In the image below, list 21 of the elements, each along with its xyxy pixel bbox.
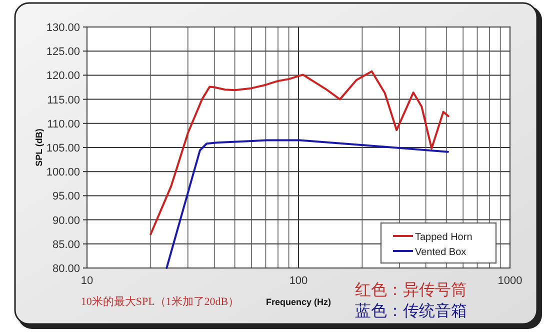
y-tick-label: 110.00: [47, 118, 80, 130]
text: 10米的最大SPL（1米加了20dB）: [80, 295, 240, 308]
y-tick-label: 105.00: [46, 142, 80, 154]
y-tick-label: 115.00: [47, 94, 80, 106]
y-tick-label: 120.00: [46, 70, 80, 82]
y-tick-label: 80.00: [52, 263, 80, 275]
x-axis-title: Frequency (Hz): [266, 297, 332, 307]
y-tick-label: 90.00: [52, 214, 80, 227]
y-tick-label: 125.00: [46, 46, 80, 58]
text: 红色：异传号筒: [355, 282, 467, 299]
legend-label: Tapped Horn: [415, 232, 472, 243]
x-tick-label: 10: [80, 275, 94, 287]
text: 蓝色：传统音箱: [355, 302, 467, 320]
legend-label: Vented Box: [415, 247, 466, 258]
y-tick-label: 100.00: [46, 166, 80, 179]
y-tick-label: 85.00: [52, 238, 80, 251]
y-tick-label: 130.00: [46, 22, 80, 34]
y-tick-label: 95.00: [52, 190, 80, 203]
y-axis-title: SPL (dB): [34, 128, 44, 166]
x-tick-label: 1000: [498, 275, 522, 287]
x-tick-label: 100: [289, 275, 308, 287]
